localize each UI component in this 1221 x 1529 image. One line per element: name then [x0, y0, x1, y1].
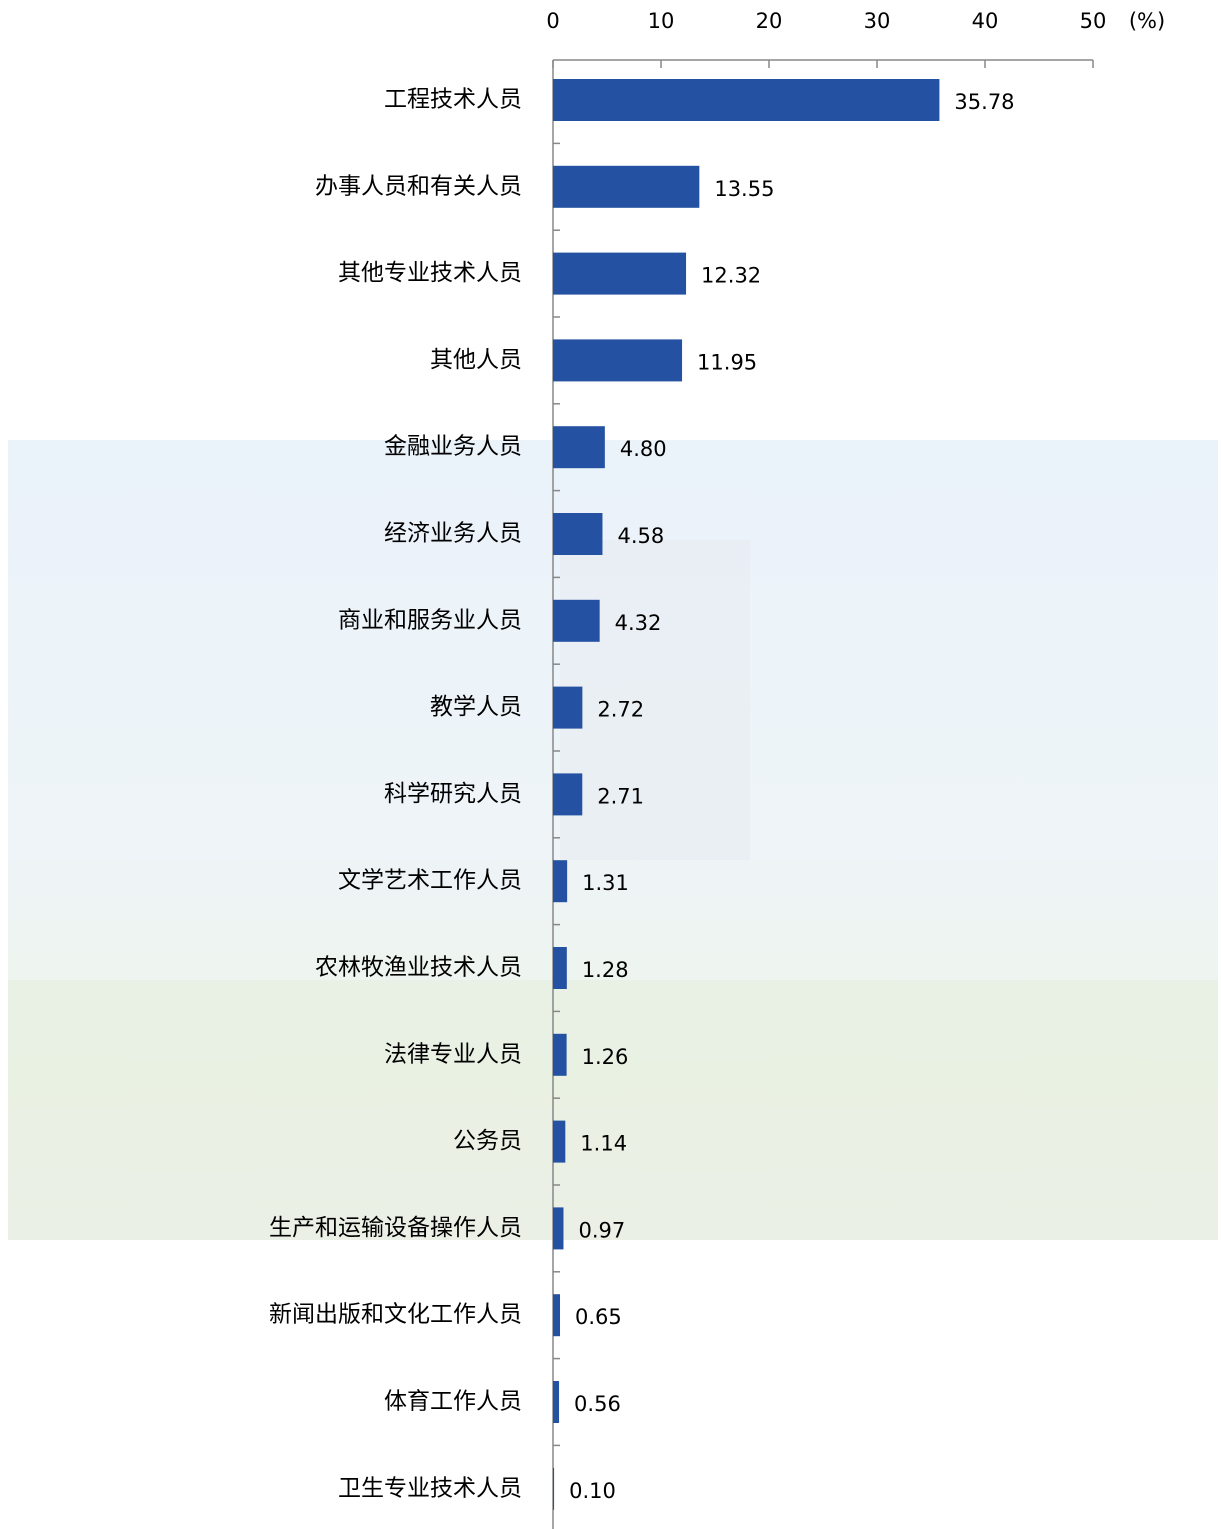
unit-label: (%): [1129, 9, 1165, 33]
bar: [553, 79, 940, 121]
category-label: 工程技术人员: [384, 87, 522, 113]
value-label: 13.55: [714, 177, 774, 201]
bar: [553, 252, 687, 295]
value-label: 0.97: [578, 1218, 625, 1242]
background-garden: [8, 980, 1218, 1240]
bar: [553, 860, 568, 903]
x-tick-label: 10: [648, 9, 675, 33]
bar: [553, 513, 603, 555]
value-label: 2.72: [597, 698, 644, 722]
value-label: 1.28: [582, 958, 629, 982]
category-label: 金融业务人员: [384, 434, 522, 460]
category-label: 卫生专业技术人员: [338, 1475, 522, 1501]
category-label: 经济业务人员: [384, 521, 522, 547]
value-label: 4.80: [620, 437, 667, 461]
background-building: [560, 540, 750, 860]
category-label: 办事人员和有关人员: [315, 173, 522, 199]
category-label: 法律专业人员: [384, 1041, 522, 1067]
value-label: 0.10: [569, 1479, 616, 1503]
bar: [553, 426, 605, 469]
category-label: 文学艺术工作人员: [338, 868, 522, 894]
bar: [553, 599, 600, 642]
category-label: 商业和服务业人员: [338, 607, 522, 633]
bar: [553, 1381, 560, 1423]
bar: [553, 1207, 564, 1250]
value-label: 35.78: [954, 90, 1014, 114]
category-label: 新闻出版和文化工作人员: [269, 1302, 522, 1328]
value-label: 4.32: [615, 611, 662, 635]
category-label: 农林牧渔业技术人员: [315, 955, 522, 981]
bar: [553, 1294, 561, 1337]
category-label: 其他人员: [430, 347, 522, 373]
category-label: 公务员: [453, 1128, 522, 1154]
x-tick-label: 40: [972, 9, 999, 33]
bar: [553, 1033, 567, 1076]
bar: [553, 1120, 566, 1163]
x-tick-label: 0: [546, 9, 559, 33]
value-label: 1.26: [582, 1045, 629, 1069]
value-label: 2.71: [597, 784, 644, 808]
x-tick-label: 30: [864, 9, 891, 33]
bar: [553, 165, 700, 208]
value-label: 4.58: [617, 524, 664, 548]
bar: [553, 947, 567, 989]
bar: [553, 686, 583, 729]
value-label: 0.56: [574, 1392, 621, 1416]
value-label: 11.95: [697, 350, 757, 374]
bar: [553, 773, 583, 816]
category-label: 生产和运输设备操作人员: [269, 1215, 522, 1241]
x-tick-label: 50: [1080, 9, 1107, 33]
category-label: 教学人员: [430, 694, 522, 720]
category-label: 其他专业技术人员: [338, 260, 522, 286]
category-label: 科学研究人员: [384, 781, 522, 807]
value-label: 0.65: [575, 1305, 622, 1329]
value-label: 1.14: [580, 1132, 627, 1156]
x-tick-label: 20: [756, 9, 783, 33]
bar: [553, 339, 683, 382]
bar: [553, 1467, 555, 1510]
value-label: 1.31: [582, 871, 629, 895]
value-label: 12.32: [701, 264, 761, 288]
category-label: 体育工作人员: [384, 1389, 522, 1415]
